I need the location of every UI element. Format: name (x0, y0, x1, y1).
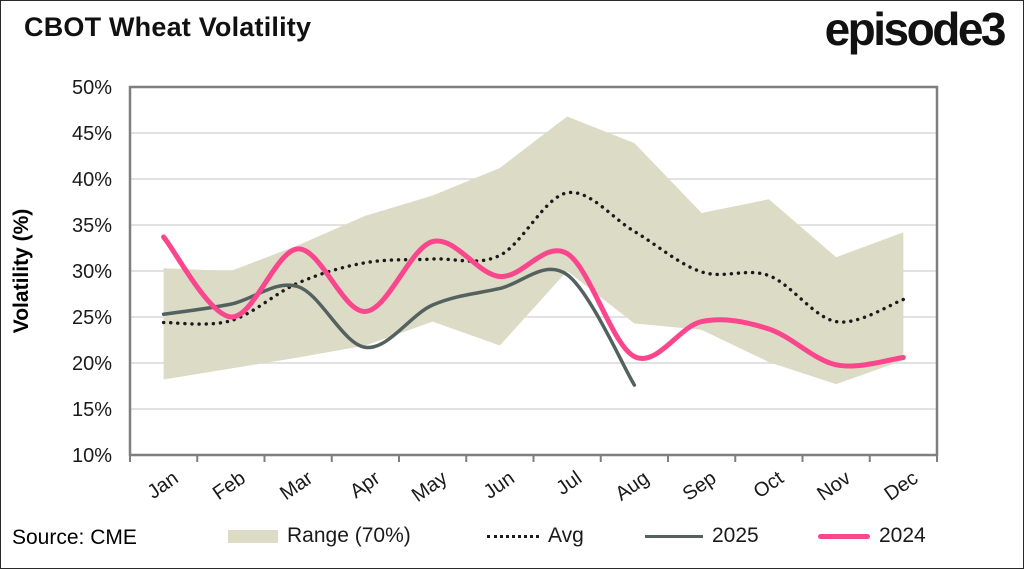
avg-line (161, 190, 906, 326)
dotted-line-swatch-icon (487, 534, 539, 538)
legend-label-range: Range (70%) (287, 524, 411, 547)
source-note: Source: CME (12, 526, 137, 549)
y-tick-label: 20% (72, 353, 112, 375)
y-tick-label: 45% (72, 123, 112, 145)
x-tick-label: Jan (143, 467, 182, 504)
legend-label-2025: 2025 (712, 524, 759, 547)
y-tick-label: 10% (72, 445, 112, 467)
y-tick-label: 15% (72, 399, 112, 421)
x-tick-label: Nov (813, 467, 855, 505)
x-tick-label: Dec (880, 467, 922, 505)
legend-item-range: Range (70%) (228, 524, 411, 548)
x-tick-label: Apr (346, 467, 384, 503)
x-tick-label: Sep (679, 467, 721, 505)
legend-item-2025: 2025 (645, 524, 759, 548)
y-axis-title: Volatility (%) (10, 209, 33, 333)
x-tick-label: Aug (611, 467, 653, 505)
y-tick-label: 50% (72, 77, 112, 99)
line-2025 (161, 267, 637, 387)
page-title: CBOT Wheat Volatility (24, 12, 312, 42)
line-2024 (161, 234, 906, 369)
range-band-swatch-icon (228, 529, 278, 543)
legend-item-avg: Avg (487, 524, 584, 548)
y-tick-label: 25% (72, 307, 112, 329)
range-band-area (163, 116, 904, 385)
y-tick-label: 30% (72, 261, 112, 283)
legend-item-2024: 2024 (818, 524, 926, 548)
x-tick-label: Mar (276, 467, 317, 505)
legend-label-avg: Avg (548, 524, 584, 547)
y-tick-label: 35% (72, 215, 112, 237)
x-tick-label: Jun (480, 467, 519, 504)
x-tick-label: Jul (552, 467, 586, 500)
legend-label-2024: 2024 (879, 524, 926, 547)
x-tick-label: Oct (750, 467, 788, 503)
x-tick-label: May (408, 467, 452, 507)
solid-dark-line-swatch-icon (645, 534, 703, 538)
episode3-logo: episode3 (824, 3, 1007, 55)
y-tick-label: 40% (72, 169, 112, 191)
solid-pink-line-swatch-icon (818, 533, 870, 539)
x-tick-label: Feb (209, 467, 250, 505)
